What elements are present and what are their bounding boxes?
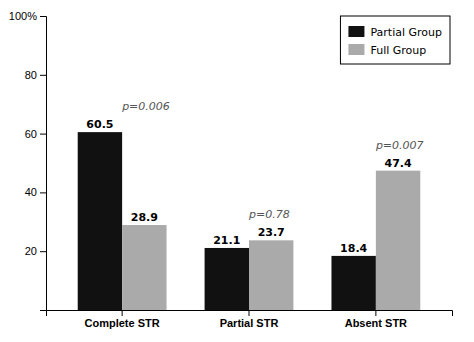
bars xyxy=(78,132,421,310)
x-tick-mark xyxy=(249,310,250,316)
y-tick-mark xyxy=(40,16,46,17)
x-tick: Complete STR xyxy=(85,310,160,329)
x-tick-label: Absent STR xyxy=(345,317,407,329)
y-tick: 100% xyxy=(9,10,46,22)
y-tick-label: 80 xyxy=(25,69,37,81)
y-axis: 20 40 60 80 100% xyxy=(9,10,47,310)
y-tick-label: 20 xyxy=(25,245,37,257)
p-annotation: p=0.006 xyxy=(121,100,170,113)
x-tick-mark xyxy=(375,310,376,316)
legend-label: Full Group xyxy=(370,44,426,57)
y-tick-mark xyxy=(40,75,46,76)
chart: 20 40 60 80 100% Complete STR Partial STR Absen… xyxy=(0,0,474,342)
legend-swatch xyxy=(348,44,364,55)
x-axis-line xyxy=(47,311,453,317)
plot: 20 40 60 80 100% Complete STR Partial STR Absen… xyxy=(9,10,453,329)
data-label: 47.4 xyxy=(385,157,412,170)
y-tick-label: 40 xyxy=(25,186,37,198)
bar xyxy=(249,240,293,310)
bar xyxy=(331,256,375,310)
x-tick: Partial STR xyxy=(220,310,279,329)
x-tick-mark xyxy=(122,310,123,316)
data-label: 21.1 xyxy=(213,234,240,247)
bar xyxy=(376,171,420,310)
x-tick: Absent STR xyxy=(345,310,407,329)
x-axis: Complete STR Partial STR Absent STR xyxy=(47,310,453,329)
data-labels: 60.5 21.1 18.4 28.9 23.7 47.4 xyxy=(86,118,412,255)
p-annotation: p=0.78 xyxy=(248,208,290,221)
legend-frame xyxy=(340,16,450,64)
annotations: p=0.006 p=0.78 p=0.007 xyxy=(121,100,423,221)
legend: Partial Group Full Group xyxy=(340,16,450,64)
x-tick-label: Partial STR xyxy=(220,317,279,329)
y-tick-label: 60 xyxy=(25,128,37,140)
y-tick-mark xyxy=(40,134,46,135)
bar xyxy=(122,225,166,310)
y-tick: 40 xyxy=(25,186,46,198)
data-label: 28.9 xyxy=(131,211,158,224)
bar xyxy=(78,132,122,310)
y-tick-mark xyxy=(40,251,46,252)
y-axis-line xyxy=(40,17,47,311)
bar xyxy=(205,248,249,310)
y-tick-label: 100% xyxy=(9,10,37,22)
x-tick-label: Complete STR xyxy=(85,317,160,329)
data-label: 18.4 xyxy=(340,242,367,255)
legend-swatch xyxy=(348,26,364,37)
data-label: 60.5 xyxy=(86,118,113,131)
y-tick: 60 xyxy=(25,128,46,140)
y-tick: 20 xyxy=(25,245,46,257)
p-annotation: p=0.007 xyxy=(375,139,424,152)
legend-label: Partial Group xyxy=(370,26,442,39)
data-label: 23.7 xyxy=(258,226,285,239)
y-tick: 80 xyxy=(25,69,46,81)
y-tick-mark xyxy=(40,192,46,193)
